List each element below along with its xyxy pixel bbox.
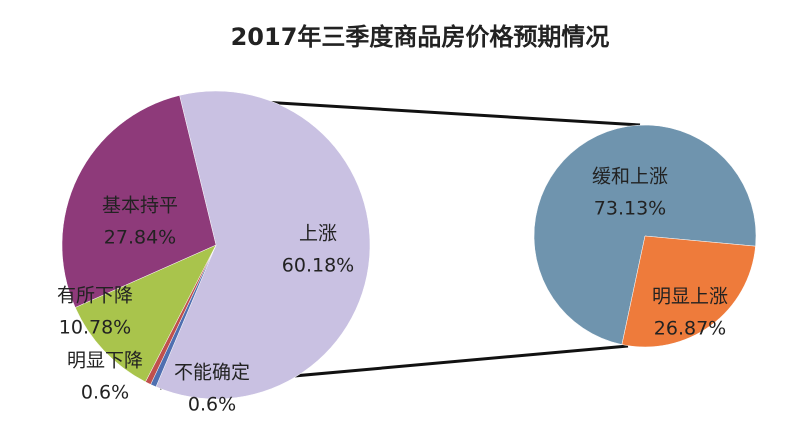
slice-label: 明显上涨	[652, 286, 728, 308]
value-label: 10.78%	[59, 317, 131, 339]
slice-label: 上涨	[299, 223, 337, 245]
value-label: 27.84%	[104, 227, 176, 249]
value-label: 60.18%	[282, 255, 354, 277]
slice-label: 不能确定	[174, 362, 250, 384]
chart-title: 2017年三季度商品房价格预期情况	[231, 23, 610, 51]
pie-slice	[155, 90, 371, 400]
value-label: 73.13%	[594, 198, 666, 220]
slice-label: 明显下降	[67, 350, 143, 372]
pie-slice	[74, 244, 217, 383]
pie-slice	[61, 95, 217, 308]
value-label: 0.6%	[188, 394, 236, 416]
slice-label: 基本持平	[102, 195, 178, 217]
pie-slice	[621, 235, 756, 348]
pie-slice	[533, 124, 757, 345]
slice-label: 有所下降	[57, 285, 133, 307]
slice-label: 缓和上涨	[592, 166, 668, 188]
value-label: 26.87%	[654, 318, 726, 340]
value-label: 0.6%	[81, 382, 129, 404]
